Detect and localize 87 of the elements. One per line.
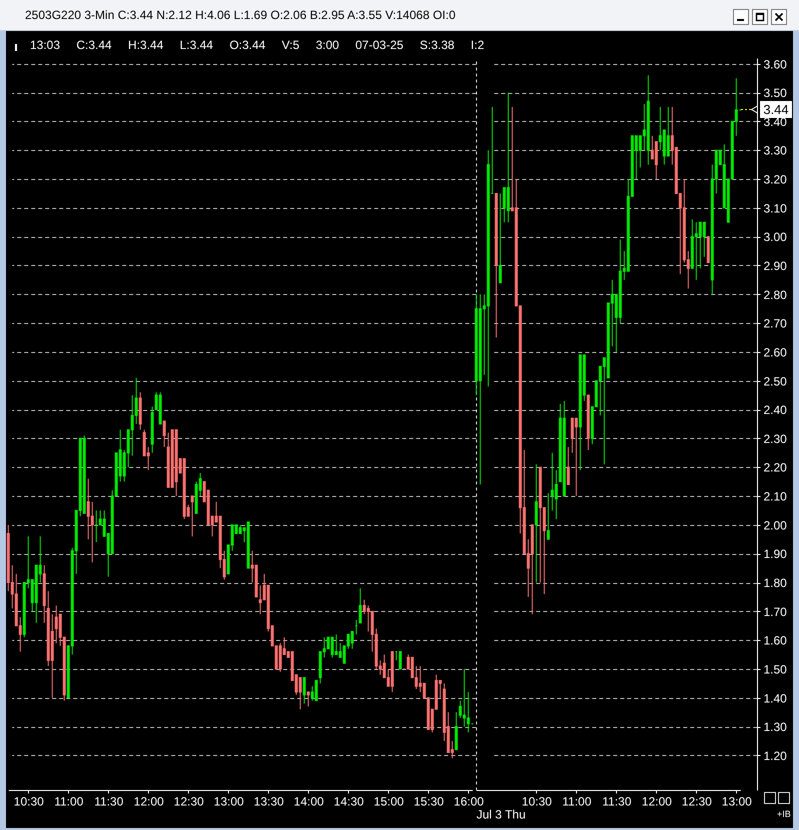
- candlestick: [54, 605, 58, 644]
- text: 3.44: [760, 101, 792, 118]
- y-tick-label: 2.40: [764, 403, 788, 418]
- candlestick: [574, 418, 578, 497]
- candlestick: [358, 588, 362, 624]
- candlestick: [462, 668, 466, 728]
- x-tick-label: 11:30: [94, 794, 124, 808]
- candlestick: [666, 106, 670, 156]
- candlestick: [362, 599, 366, 615]
- candlestick: [142, 429, 146, 456]
- y-tick-label: 1.40: [764, 691, 788, 706]
- text: +IB: [777, 809, 791, 819]
- candlestick: [366, 605, 370, 632]
- candlestick: [694, 222, 698, 280]
- x-tick-label: 12:00: [134, 794, 164, 808]
- candlestick: [642, 104, 646, 151]
- candlestick: [350, 630, 354, 650]
- candlestick: [546, 492, 550, 540]
- x-tick-label: 14:30: [334, 794, 364, 808]
- candlestick: [502, 187, 506, 223]
- x-tick-label: 11:00: [54, 794, 84, 808]
- y-tick-label: 1.60: [764, 634, 788, 648]
- candlestick: [306, 692, 310, 707]
- candlestick: [398, 651, 402, 670]
- candlestick: [454, 712, 458, 750]
- candlestick: [498, 192, 502, 284]
- y-tick-label: 1.90: [764, 547, 788, 562]
- y-tick-label: 2.20: [764, 460, 788, 475]
- x-tick-label: 13:00: [214, 794, 244, 808]
- candlestick: [258, 584, 262, 615]
- candlestick: [130, 394, 134, 456]
- x-tick-label: 12:30: [174, 794, 204, 808]
- y-tick-label: 2.90: [764, 258, 788, 273]
- candlestick: [314, 680, 318, 702]
- chart-title: 2503G220 3-Min C:3.44 N:2.12 H:4.06 L:1.69 O:2.06 B:2.95 A:3.55 V:14068 OI:0: [25, 8, 456, 22]
- candlestick: [550, 452, 554, 511]
- y-tick-label: 1.20: [764, 748, 788, 763]
- x-tick-label: 13:30: [254, 794, 284, 808]
- candlestick: [302, 677, 306, 704]
- y-tick-label: 3.50: [764, 86, 788, 100]
- y-tick-label: 2.30: [764, 432, 788, 446]
- y-tick-label: 2.60: [764, 345, 788, 360]
- candlestick: [298, 677, 302, 710]
- candlestick: [330, 636, 334, 658]
- candlestick: [654, 141, 658, 180]
- y-tick-label: 2.10: [764, 490, 788, 504]
- y-tick-label: 3.00: [764, 230, 788, 244]
- y-tick-label: 3.30: [764, 144, 788, 158]
- candlestick: [698, 222, 702, 269]
- candlestick: [466, 692, 470, 733]
- candlestick: [90, 501, 94, 563]
- x-tick-label: 12:30: [682, 794, 712, 808]
- y-tick-label: 1.70: [764, 604, 788, 619]
- x-tick-label: 10:30: [522, 794, 552, 808]
- candlestick: [506, 92, 510, 223]
- x-tick-label: 11:30: [602, 794, 632, 808]
- x-tick-label: 12:00: [642, 794, 672, 808]
- candlestick: [566, 446, 570, 486]
- candlestick: [162, 420, 166, 448]
- chart-subtitle: 13:03 C:3.44 H:3.44 L:3.44 O:3.44 V:5 3:00 07-03-25 S:3.38 I:2: [30, 38, 484, 52]
- x-tick-label: 16:00: [454, 794, 484, 808]
- y-tick-label: 3.10: [764, 201, 788, 216]
- y-tick-label: 1.80: [764, 576, 788, 590]
- x-tick-label: 10:30: [14, 794, 44, 808]
- x-tick-label: 15:30: [414, 794, 444, 808]
- y-tick-label: 1.50: [764, 662, 788, 676]
- y-tick-label: 3.60: [764, 57, 788, 72]
- x-tick-label: 15:00: [374, 794, 404, 808]
- candlestick: [278, 642, 282, 672]
- candlestick: [458, 700, 462, 718]
- x-axis-title: Jul 3 Thu: [476, 808, 526, 822]
- y-tick-label: 2.70: [764, 316, 788, 331]
- candlestick: [190, 496, 194, 537]
- x-tick-label: 13:00: [722, 794, 752, 808]
- candlestick: [534, 464, 538, 584]
- candlestick: [570, 418, 574, 454]
- x-tick-label: 14:00: [294, 794, 324, 808]
- candlestick: [702, 222, 706, 258]
- candlestick: [86, 478, 90, 540]
- y-tick-label: 2.00: [764, 518, 788, 532]
- y-tick-label: 2.50: [764, 374, 788, 388]
- candlestick: [334, 634, 338, 656]
- y-tick-label: 3.20: [764, 172, 788, 187]
- candlestick: [554, 470, 558, 520]
- y-tick-label: 1.30: [764, 720, 788, 734]
- x-tick-label: 11:00: [562, 794, 592, 808]
- y-tick-label: 2.80: [764, 288, 788, 302]
